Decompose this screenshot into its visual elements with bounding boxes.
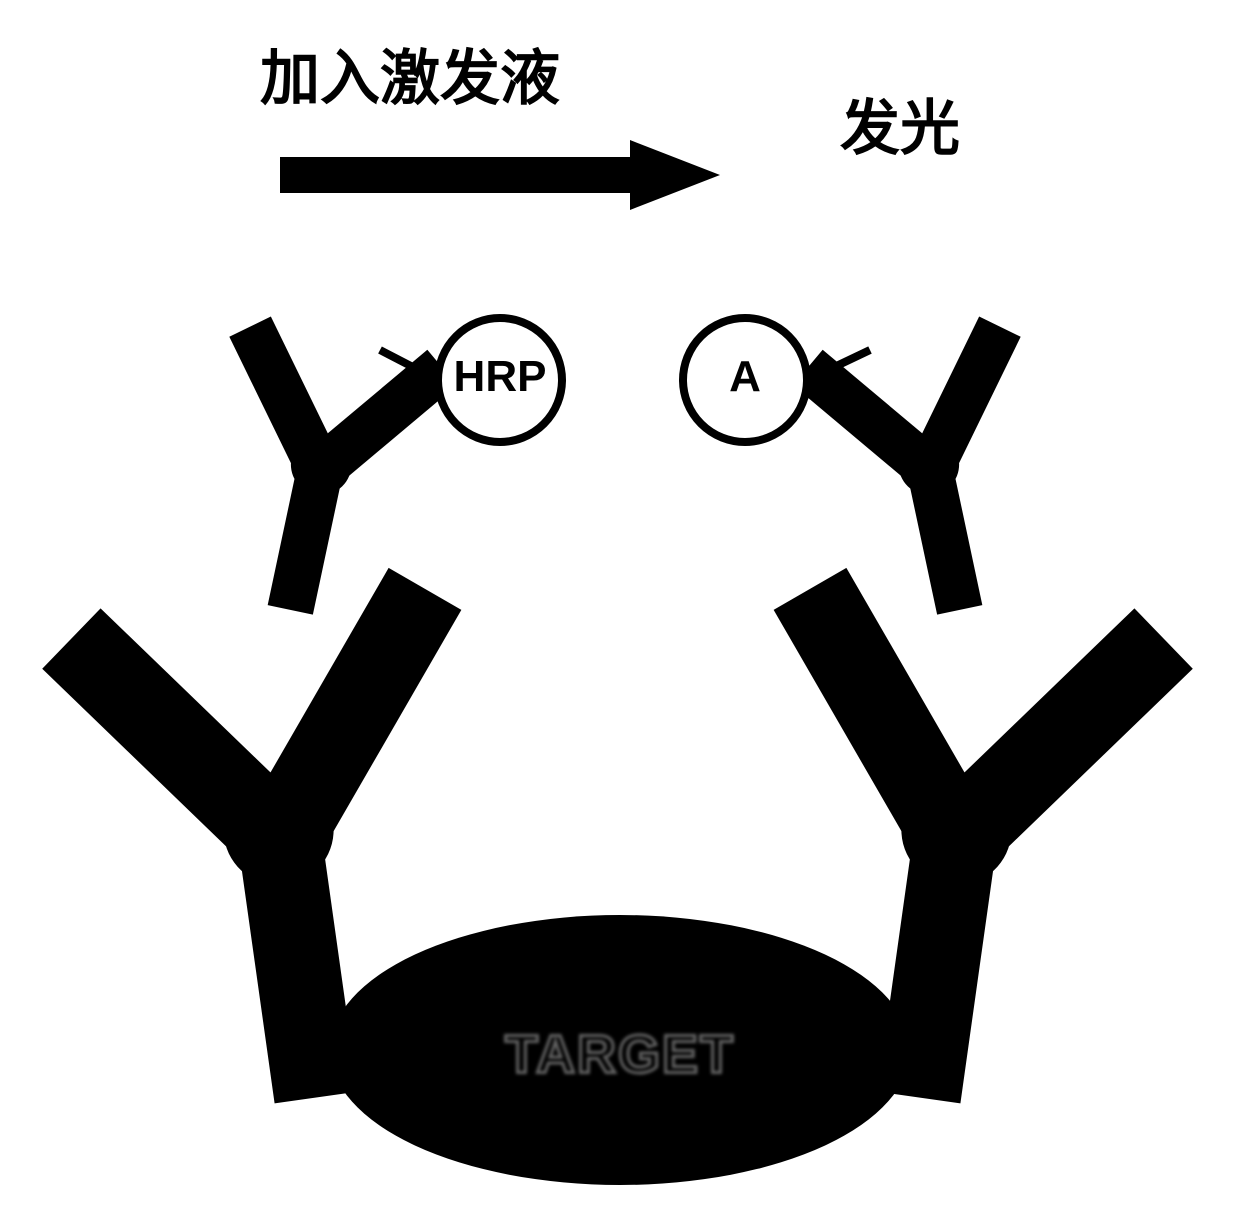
arrow: [280, 140, 720, 210]
small-antibody-left: [176, 309, 463, 634]
emission-label: 发光: [840, 80, 960, 167]
diagram-canvas: TARGET: [0, 0, 1240, 1209]
hrp-label: HRP: [452, 352, 548, 402]
a-label: A: [697, 352, 793, 402]
substrate-label: 加入激发液: [260, 30, 560, 117]
target-label: TARGET: [505, 1024, 735, 1084]
